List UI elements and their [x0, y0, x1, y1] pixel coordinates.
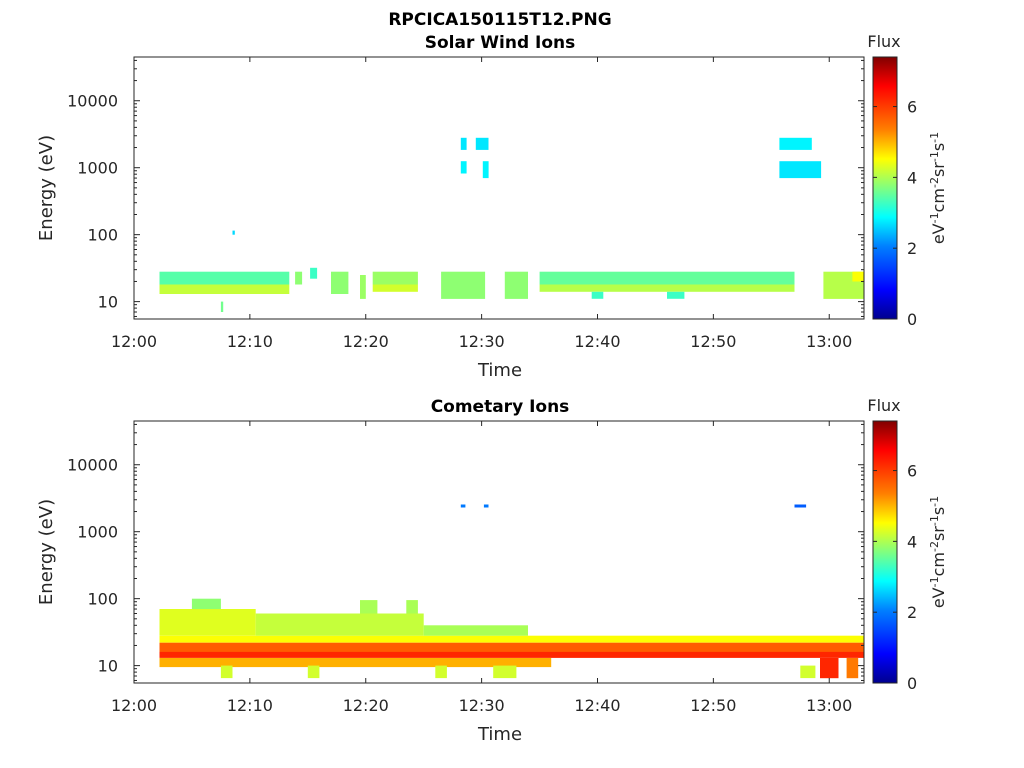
figure-title: RPCICA150115T12.PNG: [388, 10, 611, 30]
x-tick-label: 12:00: [111, 696, 157, 715]
y-tick-label: 1000: [77, 523, 118, 542]
plot-frame: [133, 56, 865, 320]
panel-title: Cometary Ions: [431, 397, 570, 417]
colorbar-tick-label: 2: [907, 239, 917, 258]
colorbar: [873, 57, 897, 319]
heatmap-cell: [372, 284, 418, 292]
y-tick-label: 100: [87, 226, 118, 245]
heatmap-cell: [255, 613, 424, 636]
x-tick-label: 12:30: [459, 332, 505, 351]
y-tick-label: 10: [98, 293, 118, 312]
heatmap-cell: [159, 635, 864, 643]
colorbar-units-label: eV-1cm-2sr-1s-1: [928, 496, 949, 608]
colorbar-tick-label: 4: [907, 532, 917, 551]
colorbar-units-label: eV-1cm-2sr-1s-1: [928, 132, 949, 244]
heatmap-cell: [307, 665, 320, 679]
panel-title: Solar Wind Ions: [425, 33, 576, 53]
colorbar-tick-label: 0: [907, 674, 917, 693]
panel-cometary: Cometary Ions 12:00 12:10 12:20 12:30 12:40 1…: [36, 396, 948, 745]
y-tick-label: 10: [98, 657, 118, 676]
x-axis-label: Time: [477, 360, 522, 381]
heatmap-cell: [504, 271, 528, 299]
heatmap-cell: [493, 665, 517, 679]
heatmap-cell: [406, 600, 418, 614]
heatmap-cell: [435, 665, 447, 679]
x-tick-label: 12:50: [690, 696, 736, 715]
x-tick-label: 13:00: [806, 696, 852, 715]
heatmap-cell: [667, 291, 685, 299]
heatmap-cell: [331, 271, 349, 294]
heatmap-cell: [591, 291, 604, 299]
y-tick-label: 1000: [77, 159, 118, 178]
heatmap-cell: [159, 284, 290, 294]
plot-frame: [133, 420, 865, 684]
panel-solar-wind: Solar Wind Ions 12:00 12:10 12:20 12:30 12:4…: [36, 32, 948, 381]
colorbar-tick-label: 6: [907, 98, 917, 117]
heatmap-cell: [159, 658, 552, 668]
heatmap-cell: [846, 658, 859, 679]
colorbar-ticks: 0 2 4 6: [873, 462, 917, 693]
heatmap-cell: [460, 161, 467, 174]
axis-ticks: 12:00 12:10 12:20 12:30 12:40 12:50 13:00 10 100…: [67, 57, 864, 351]
heatmap-cell: [423, 625, 528, 636]
heatmap-cell: [310, 267, 318, 279]
heatmap-cell: [460, 137, 467, 150]
colorbar-frame: [872, 56, 898, 320]
colorbar-frame: [872, 420, 898, 684]
colorbar-tick-label: 2: [907, 603, 917, 622]
heatmap-cells: [159, 137, 864, 312]
heatmap-cell: [820, 658, 839, 679]
x-tick-label: 12:30: [459, 696, 505, 715]
heatmap-cell: [159, 609, 256, 636]
y-axis-label: Energy (eV): [36, 499, 57, 605]
heatmap-cell: [372, 271, 418, 285]
x-tick-label: 12:50: [690, 332, 736, 351]
heatmap-cell: [852, 271, 864, 282]
y-tick-label: 10000: [67, 92, 118, 111]
heatmap-cell: [159, 271, 290, 285]
colorbar-tick-label: 0: [907, 310, 917, 329]
heatmap-cell: [360, 600, 378, 614]
heatmap-cell: [191, 598, 221, 610]
colorbar-title: Flux: [867, 32, 900, 51]
y-axis-label: Energy (eV): [36, 135, 57, 241]
heatmap-cell: [159, 651, 864, 658]
heatmap-cell: [441, 271, 486, 299]
x-tick-label: 12:10: [227, 696, 273, 715]
heatmap-cell: [779, 161, 822, 179]
heatmap-cell: [475, 137, 489, 150]
x-tick-label: 12:00: [111, 332, 157, 351]
x-axis-label: Time: [477, 724, 522, 745]
heatmap-cell: [779, 137, 812, 150]
x-tick-label: 12:10: [227, 332, 273, 351]
heatmap-cell: [539, 271, 795, 285]
heatmap-cell: [295, 271, 303, 285]
x-tick-label: 12:40: [574, 696, 620, 715]
heatmap-cell: [482, 161, 489, 179]
colorbar-tick-label: 4: [907, 168, 917, 187]
heatmap-cell: [460, 504, 466, 508]
x-tick-label: 13:00: [806, 332, 852, 351]
heatmap-cell: [539, 284, 795, 292]
x-tick-label: 12:20: [343, 696, 389, 715]
heatmap-cell: [800, 665, 816, 679]
x-tick-label: 12:40: [574, 332, 620, 351]
heatmap-cell: [794, 504, 807, 508]
heatmap-cell: [360, 275, 366, 299]
heatmap-cell: [232, 230, 235, 235]
heatmap-cell: [220, 301, 224, 312]
y-tick-label: 100: [87, 590, 118, 609]
colorbar-tick-label: 6: [907, 462, 917, 481]
y-tick-label: 10000: [67, 456, 118, 475]
colorbar: [873, 421, 897, 683]
heatmap-cell: [159, 642, 864, 652]
colorbar-ticks: 0 2 4 6: [873, 98, 917, 329]
heatmap-cell: [483, 504, 489, 508]
x-tick-label: 12:20: [343, 332, 389, 351]
heatmap-cells: [159, 504, 864, 679]
heatmap-cell: [220, 665, 233, 679]
colorbar-title: Flux: [867, 396, 900, 415]
